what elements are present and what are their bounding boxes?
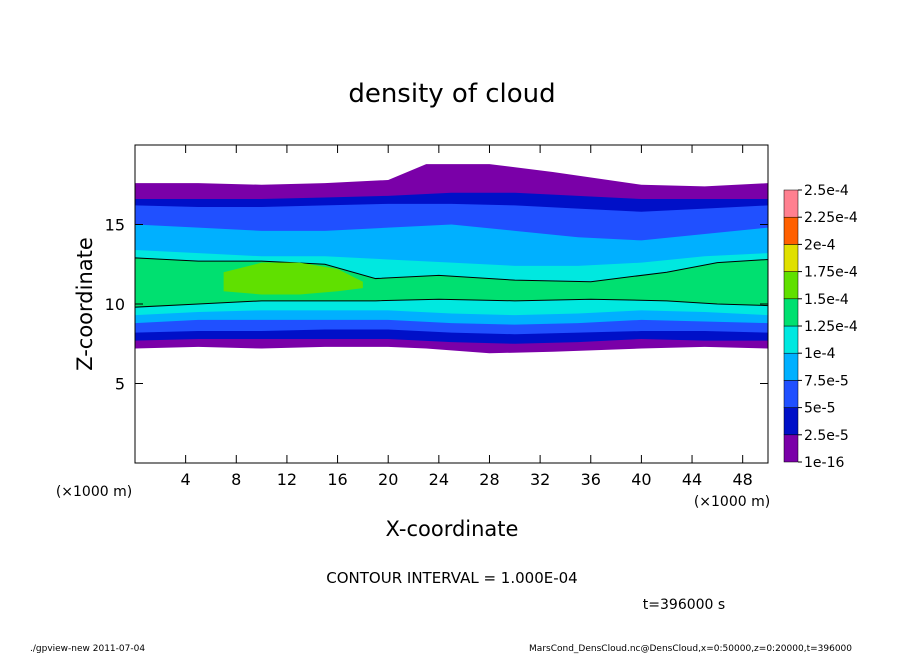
x-tick-label: 12 [277, 470, 297, 489]
colorbar-box [783, 325, 799, 354]
contour-note: CONTOUR INTERVAL = 1.000E-04 [326, 569, 577, 587]
x-tick-label: 16 [327, 470, 347, 489]
colorbar-label: 2.5e-4 [804, 183, 849, 199]
colorbar-label: 1.5e-4 [804, 292, 849, 308]
x-tick-label: 32 [530, 470, 550, 489]
colorbar-box [783, 216, 799, 245]
colorbar-box [783, 407, 799, 436]
colorbar-box [783, 380, 799, 408]
x-unit-right: (×1000 m) [694, 494, 770, 510]
x-tick-label: 40 [631, 470, 651, 489]
footer-right: MarsCond_DensCloud.nc@DensCloud,x=0:5000… [529, 644, 852, 654]
x-axis-label: X-coordinate [386, 517, 519, 541]
colorbar-label: 2e-4 [804, 237, 836, 253]
y-tick-label: 10 [105, 295, 125, 314]
colorbar-box [783, 271, 799, 300]
colorbar-label: 2.5e-5 [804, 428, 849, 444]
x-tick-label: 8 [231, 470, 241, 489]
x-unit: (×1000 m) [56, 484, 132, 500]
contour-band [223, 262, 363, 295]
colorbar-label: 1e-4 [804, 346, 836, 362]
footer-left: ./gpview-new 2011-07-04 [30, 644, 145, 654]
colorbar-box [783, 244, 799, 272]
x-tick-label: 4 [181, 470, 191, 489]
colorbar-label: 2.25e-4 [804, 210, 858, 226]
colorbar-box [783, 189, 799, 218]
colorbar-label: 5e-5 [804, 401, 835, 417]
x-tick-label: 20 [378, 470, 398, 489]
chart-title: density of cloud [348, 79, 555, 109]
colorbar-label: 1.25e-4 [804, 319, 858, 335]
colorbar-box [783, 434, 799, 463]
time-label: t=396000 s [643, 597, 725, 613]
y-tick-label: 5 [115, 375, 125, 394]
x-tick-label: 36 [581, 470, 601, 489]
x-tick-label: 48 [733, 470, 753, 489]
y-tick-label: 15 [105, 216, 125, 235]
x-tick-label: 28 [479, 470, 499, 489]
colorbar-label: 1.75e-4 [804, 265, 858, 281]
colorbar-box [783, 298, 799, 327]
colorbar-label: 1e-16 [804, 455, 844, 471]
colorbar-box [783, 352, 799, 381]
x-tick-label: 44 [682, 470, 702, 489]
y-axis-label: Z-coordinate [73, 237, 97, 371]
colorbar-label: 7.5e-5 [804, 373, 849, 389]
x-tick-label: 24 [429, 470, 449, 489]
